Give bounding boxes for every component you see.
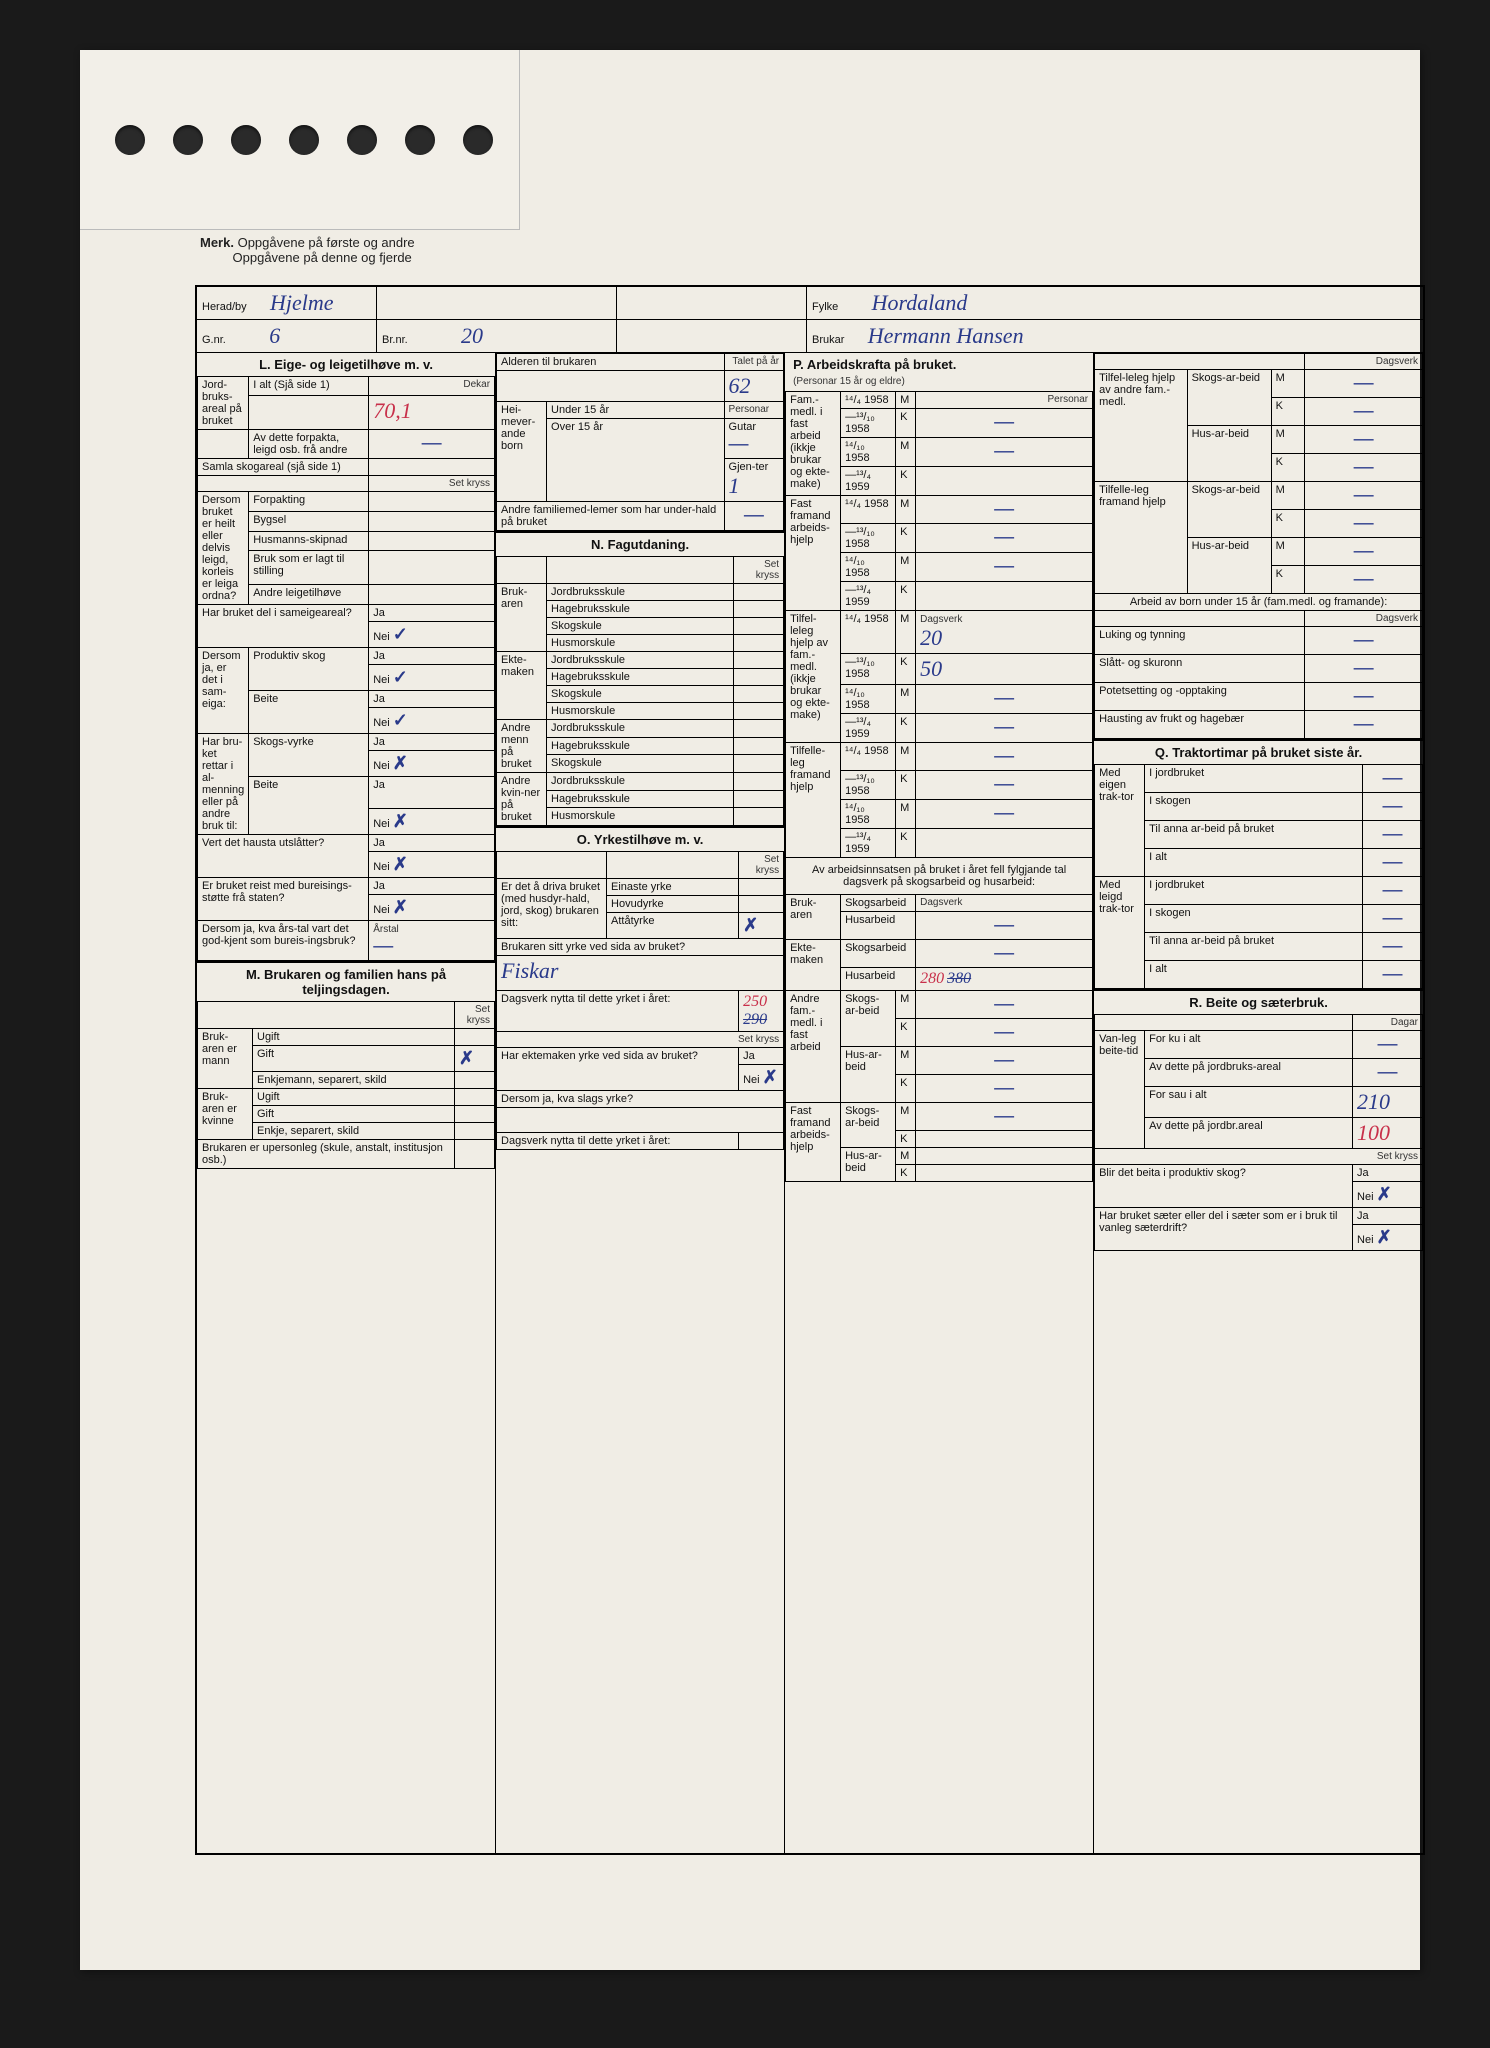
sau-jord-val: 100 bbox=[1357, 1120, 1390, 1145]
section-p-title: P. Arbeidskrafta på bruket.(Personar 15 … bbox=[785, 353, 1093, 391]
dagsverk-red: 250 bbox=[743, 993, 767, 1010]
merk-line2: Oppgåvene på denne og fjerde bbox=[233, 250, 412, 265]
beite-nei-check: ✓ bbox=[393, 710, 408, 730]
dagsverk2-q: Dagsverk nytta til dette yrket i året: bbox=[497, 1133, 739, 1150]
section-o-title: O. Yrkestilhøve m. v. bbox=[496, 826, 784, 851]
prodskog-label: Produktiv skog bbox=[249, 648, 369, 691]
andre-fam-val: — bbox=[724, 502, 784, 531]
saeter-q: Har bruket sæter eller del i sæter som e… bbox=[1095, 1208, 1353, 1251]
herad-value: Hjelme bbox=[270, 290, 334, 315]
census-form: Herad/by Hjelme Fylke Hordaland G.nr. 6 … bbox=[195, 285, 1425, 1855]
ialt-value: 70,1 bbox=[373, 398, 412, 423]
mann-label: Bruk-aren er mann bbox=[198, 1029, 253, 1089]
avdette-value: — bbox=[369, 430, 495, 459]
ekte-q: Har ektemaken yrke ved sida av bruket? bbox=[497, 1048, 739, 1091]
kvinne-label: Bruk-aren er kvinne bbox=[198, 1089, 253, 1140]
ialt-label: I alt (Sjå side 1) bbox=[253, 379, 329, 391]
arstal-q: Dersom ja, kva års-tal vart det god-kjen… bbox=[198, 921, 369, 961]
section-m-title: M. Brukaren og familien hans på teljings… bbox=[197, 961, 495, 1001]
bureising-nei: ✗ bbox=[393, 897, 408, 917]
alderen-value: 62 bbox=[729, 373, 751, 398]
heime-label: Hei-mever-ande born bbox=[497, 402, 547, 502]
brukar-value: Hermann Hansen bbox=[868, 323, 1024, 348]
setkryss-label: Set kryss bbox=[369, 476, 495, 492]
jordbruksareal-label: Jord-bruks-areal på bruket bbox=[198, 377, 249, 430]
andre-fam-label: Andre familiemed-lemer som har under-hal… bbox=[497, 502, 725, 531]
saeter-nei: ✗ bbox=[1377, 1227, 1392, 1247]
sida-q: Brukaren sitt yrke ved sida av bruket? bbox=[497, 939, 784, 956]
forpakting: Forpakting bbox=[249, 492, 369, 512]
section-q-title: Q. Traktortimar på bruket siste år. bbox=[1094, 739, 1423, 764]
dersomja-label: Dersom ja, er det i sam-eiga: bbox=[198, 648, 249, 734]
top-flap bbox=[80, 50, 520, 230]
allmenning-q: Har bru-ket rettar i al-menning eller på… bbox=[198, 734, 249, 835]
arstal-val: — bbox=[373, 935, 393, 957]
binder-holes bbox=[115, 125, 493, 155]
alderen-label: Alderen til brukaren bbox=[497, 354, 725, 371]
gjenter-val: 1 bbox=[729, 473, 740, 498]
merk-line1: Oppgåvene på første og andre bbox=[238, 235, 415, 250]
bygsel: Bygsel bbox=[249, 511, 369, 531]
ekte-hus-red: 280 bbox=[920, 970, 944, 987]
herad-label: Herad/by bbox=[202, 301, 247, 313]
driva-q: Er det å driva bruket (med husdyr-hald, … bbox=[497, 879, 607, 939]
slags-q: Dersom ja, kva slags yrke? bbox=[497, 1091, 784, 1108]
andreleige: Andre leigetilhøve bbox=[249, 585, 369, 605]
prodskog-q: Blir det beita i produktiv skog? bbox=[1095, 1165, 1353, 1208]
dagsverk-q: Dagsverk nytta til dette yrket i året: bbox=[497, 991, 739, 1032]
sau-val: 210 bbox=[1357, 1089, 1390, 1114]
dersom-label: Dersom bruket er heilt eller delvis leig… bbox=[198, 492, 249, 605]
r-prodskog-nei: ✗ bbox=[1377, 1184, 1392, 1204]
merk-note: Merk. Oppgåvene på første og andre Oppgå… bbox=[200, 235, 415, 265]
page: Merk. Oppgåvene på første og andre Oppgå… bbox=[80, 50, 1420, 1970]
hausta-nei: ✗ bbox=[393, 854, 408, 874]
upersonleg: Brukaren er upersonleg (skule, anstalt, … bbox=[198, 1140, 455, 1169]
dagsverk-val: 290 bbox=[743, 1011, 767, 1028]
skogsvyrke-nei: ✗ bbox=[393, 753, 408, 773]
hausta-q: Vert det hausta utslåtter? bbox=[198, 835, 369, 878]
gnr-value: 6 bbox=[269, 323, 280, 348]
brnr-label: Br.nr. bbox=[382, 334, 408, 346]
section-n-title: N. Fagutdaning. bbox=[496, 531, 784, 556]
gift-check: ✗ bbox=[459, 1048, 474, 1068]
ekte-hus-val: 380 bbox=[947, 970, 971, 987]
tilf-fam-k: 50 bbox=[920, 656, 942, 681]
brnr-value: 20 bbox=[461, 323, 483, 348]
skogareal-label: Samla skogareal (sjå side 1) bbox=[198, 459, 369, 476]
born-title: Arbeid av born under 15 år (fam.medl. og… bbox=[1095, 594, 1423, 611]
innsats-q: Av arbeidsinnsatsen på bruket i året fel… bbox=[786, 858, 1093, 895]
brukar-label: Brukar bbox=[812, 334, 844, 346]
gutar-val: — bbox=[729, 433, 749, 455]
dekar-label: Dekar bbox=[369, 377, 495, 396]
section-r-title: R. Beite og sæterbruk. bbox=[1094, 989, 1423, 1014]
beite-label: Beite bbox=[249, 691, 369, 734]
atta-check: ✗ bbox=[743, 915, 758, 935]
prodskog-nei-check: ✓ bbox=[393, 667, 408, 687]
bruksom: Bruk som er lagt til stilling bbox=[249, 551, 369, 585]
bureising-q: Er bruket reist med bureisings-støtte fr… bbox=[198, 878, 369, 921]
beite2-nei: ✗ bbox=[393, 811, 408, 831]
husmanns: Husmanns-skipnad bbox=[249, 531, 369, 551]
avdette-label: Av dette forpakta, leigd osb. frå andre bbox=[249, 430, 369, 459]
section-l-title: L. Eige- og leigetilhøve m. v. bbox=[197, 353, 495, 376]
skogsvyrke-label: Skogs-vyrke bbox=[249, 734, 369, 777]
sameige-q: Har bruket del i sameigeareal? bbox=[198, 605, 369, 648]
sida-val: Fiskar bbox=[501, 958, 558, 983]
fylke-value: Hordaland bbox=[872, 290, 968, 315]
tilf-fam-m: 20 bbox=[920, 625, 942, 650]
fylke-label: Fylke bbox=[812, 301, 838, 313]
sameige-nei-check: ✓ bbox=[393, 624, 408, 644]
ekte-nei-check: ✗ bbox=[763, 1067, 778, 1087]
gnr-label: G.nr. bbox=[202, 334, 226, 346]
